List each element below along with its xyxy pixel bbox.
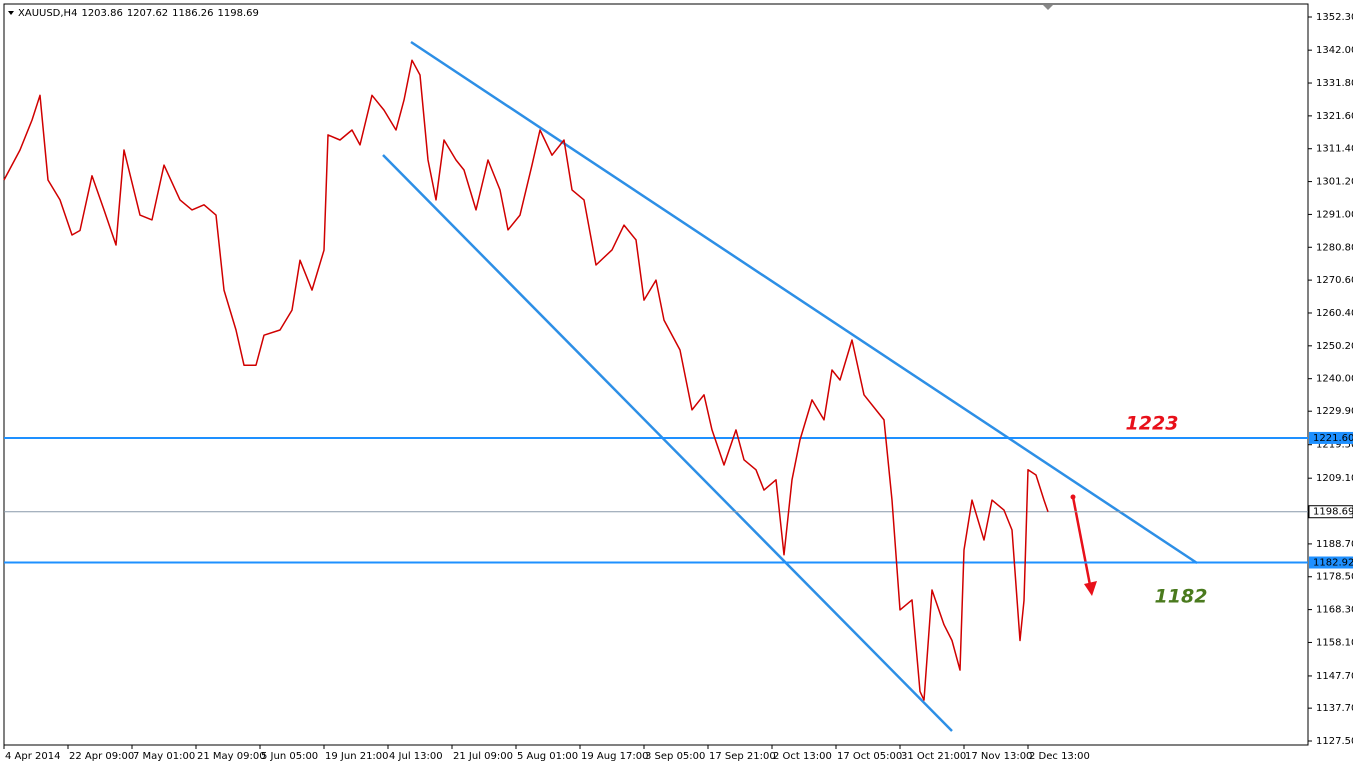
x-tick-label: 31 Oct 21:00 [901,751,966,762]
x-tick-label: 19 Jun 21:00 [325,751,389,762]
x-tick-label: 7 May 01:00 [133,751,195,762]
x-tick-label: 4 Apr 2014 [5,751,60,762]
y-tick-label: 1209.10 [1316,473,1353,484]
y-tick-label: 1229.90 [1316,406,1353,417]
y-tick-label: 1147.70 [1316,671,1353,682]
x-tick-label: 5 Aug 01:00 [517,751,578,762]
y-tick-label: 1178.50 [1316,572,1353,583]
y-tick-label: 1250.20 [1316,341,1353,352]
annotation: 1223 [1126,413,1179,435]
y-tick-label: 1219.50 [1316,440,1353,451]
y-tick-label: 1331.80 [1316,78,1353,89]
x-tick-label: 17 Sep 21:00 [709,751,776,762]
shift-marker [1043,5,1053,10]
price-line [3,59,1049,701]
x-tick-label: 21 May 09:00 [197,751,266,762]
y-tick-label: 1280.80 [1316,242,1353,253]
x-tick-label: 17 Nov 13:00 [965,751,1032,762]
x-tick-label: 2 Dec 13:00 [1029,751,1090,762]
y-tick-label: 1352.30 [1316,12,1353,23]
lower-trendline [382,154,953,732]
x-tick-label: 19 Aug 17:00 [581,751,648,762]
header-high: 1207.62 [127,8,168,19]
y-tick-label: 1137.70 [1316,703,1353,714]
y-tick-label: 1260.40 [1316,308,1353,319]
y-tick-label: 1270.60 [1316,275,1353,286]
y-tick-label: 1240.00 [1316,374,1353,385]
y-tick-label: 1168.30 [1316,605,1353,616]
x-tick-label: 2 Oct 13:00 [773,751,832,762]
level-label-box [1309,431,1353,444]
x-tick-label: 4 Jul 13:00 [389,751,443,762]
y-tick-label: 1291.00 [1316,209,1353,220]
current-price-box [1308,505,1353,519]
y-tick-label: 1301.20 [1316,177,1353,188]
x-tick-label: 3 Sep 05:00 [645,751,705,762]
upper-trendline [410,40,1198,565]
chart-header: XAUUSD,H4 1203.86 1207.62 1186.26 1198.69 [18,8,259,19]
level-label-box [1309,556,1353,569]
y-tick-label: 1158.10 [1316,637,1353,648]
header-symbol: XAUUSD,H4 [18,8,77,19]
x-tick-label: 5 Jun 05:00 [261,751,318,762]
header-close: 1198.69 [218,8,259,19]
header-icon [8,11,14,15]
y-tick-label: 1311.40 [1316,144,1353,155]
y-tick-label: 1127.50 [1316,736,1353,747]
x-tick-label: 22 Apr 09:00 [69,751,134,762]
y-tick-label: 1321.60 [1316,111,1353,122]
header-open: 1203.86 [81,8,122,19]
current-price-label: 1198.69 [1313,507,1353,518]
y-tick-label: 1188.70 [1316,539,1353,550]
header-low: 1186.26 [172,8,213,19]
plot-frame [3,3,1309,746]
annotation: 1182 [1155,586,1208,608]
level-label: 1182.92 [1313,558,1353,569]
x-tick-label: 21 Jul 09:00 [453,751,513,762]
y-tick-label: 1342.00 [1316,45,1353,56]
level-label: 1221.60 [1313,433,1353,444]
x-tick-label: 17 Oct 05:00 [837,751,902,762]
